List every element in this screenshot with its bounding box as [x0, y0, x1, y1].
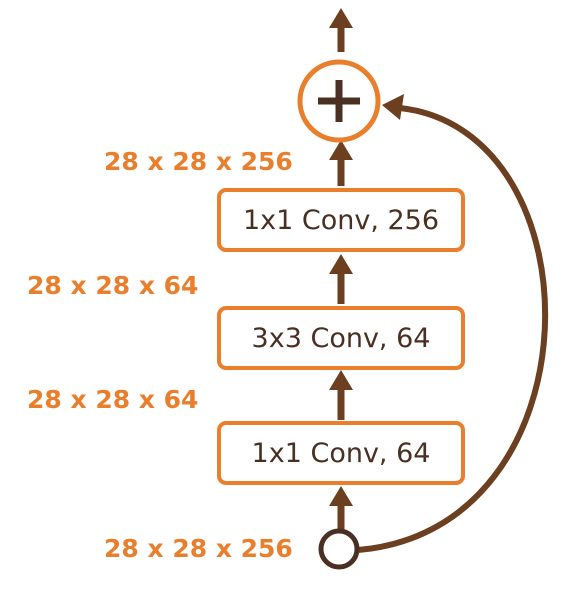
conv-block-3x3-64-label: 3x3 Conv, 64: [251, 322, 431, 354]
arrow-to-conv1-head: [329, 486, 353, 506]
dim-label-after-first-1x1: 28 x 28 x 64: [27, 385, 199, 414]
arrow-output-head: [329, 8, 353, 28]
arrow-to-conv3-head: [329, 254, 353, 274]
conv-block-1x1-64-label: 1x1 Conv, 64: [251, 437, 431, 469]
dim-label-after-3x3: 28 x 28 x 64: [27, 271, 199, 300]
arrow-to-conv2-head: [329, 370, 353, 390]
skip-connection-arrow-head: [382, 94, 404, 120]
dim-label-output: 28 x 28 x 256: [104, 147, 293, 176]
dim-label-input: 28 x 28 x 256: [104, 534, 293, 563]
arrow-to-add-head: [329, 140, 353, 160]
skip-connection-arrow: [357, 105, 549, 553]
input-node: [318, 528, 360, 570]
conv-block-3x3-64: 3x3 Conv, 64: [217, 306, 465, 370]
conv-block-1x1-256-label: 1x1 Conv, 256: [242, 204, 440, 236]
conv-block-1x1-256: 1x1 Conv, 256: [217, 188, 465, 252]
conv-block-1x1-64: 1x1 Conv, 64: [217, 421, 465, 485]
